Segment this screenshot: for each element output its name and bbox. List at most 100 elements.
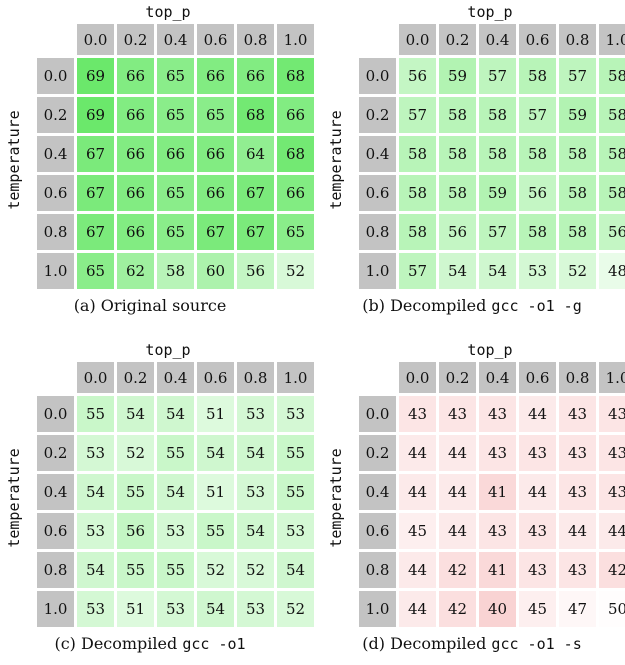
y-tick-label: 0.0 <box>359 396 396 432</box>
heatmap-cell: 53 <box>277 513 314 549</box>
heatmap-cell: 45 <box>519 591 556 627</box>
heatmap-cell: 51 <box>197 396 234 432</box>
heatmap-cell: 67 <box>77 175 114 211</box>
heatmap-cell: 66 <box>157 136 194 172</box>
heatmap-cell: 43 <box>559 396 596 432</box>
x-axis-title: top_p <box>467 341 513 359</box>
heatmap-cell: 43 <box>479 435 516 471</box>
panel-caption: (a) Original source <box>0 296 300 315</box>
heatmap-cell: 53 <box>77 513 114 549</box>
heatmap-cell: 54 <box>157 474 194 510</box>
heatmap-cell: 52 <box>197 552 234 588</box>
x-tick-label: 0.4 <box>157 362 194 393</box>
heatmap-cell: 54 <box>197 591 234 627</box>
x-tick-label: 0.4 <box>479 362 516 393</box>
x-tick-label: 0.0 <box>399 24 436 55</box>
caption-text: (b) Decompiled <box>362 296 492 315</box>
heatmap-cell: 66 <box>237 58 274 94</box>
y-tick-label: 1.0 <box>37 253 74 289</box>
heatmap-grid: 0.0 0.2 0.4 0.6 0.8 1.0 0.0 55 54 54 51 53 53 0.2 53 52… <box>37 362 314 627</box>
heatmap-cell: 59 <box>439 58 476 94</box>
panel-caption: (c) Decompiled gcc -o1 <box>0 634 300 653</box>
heatmap-cell: 43 <box>559 552 596 588</box>
heatmap-cell: 58 <box>399 214 436 250</box>
heatmap-cell: 58 <box>519 58 556 94</box>
heatmap-cell: 67 <box>237 214 274 250</box>
heatmap-cell: 56 <box>599 214 625 250</box>
heatmap-cell: 55 <box>117 552 154 588</box>
heatmap-cell: 43 <box>519 513 556 549</box>
heatmap-cell: 53 <box>157 591 194 627</box>
y-axis-title: temperature <box>327 110 345 210</box>
y-tick-label: 0.6 <box>359 513 396 549</box>
heatmap-cell: 59 <box>479 175 516 211</box>
heatmap-cell: 54 <box>237 435 274 471</box>
heatmap-cell: 65 <box>157 58 194 94</box>
heatmap-cell: 54 <box>277 552 314 588</box>
heatmap-cell: 68 <box>277 58 314 94</box>
heatmap-cell: 58 <box>559 136 596 172</box>
heatmap-cell: 56 <box>117 513 154 549</box>
heatmap-panel-a: top_p temperature 0.0 0.2 0.4 0.6 0.8 1.0 0.0 69 6… <box>0 0 314 325</box>
y-tick-label: 0.4 <box>37 474 74 510</box>
heatmap-cell: 43 <box>559 474 596 510</box>
x-tick-label: 0.0 <box>77 24 114 55</box>
heatmap-cell: 53 <box>237 396 274 432</box>
heatmap-cell: 54 <box>479 253 516 289</box>
heatmap-cell: 66 <box>117 97 154 133</box>
y-tick-label: 0.0 <box>359 58 396 94</box>
heatmap-cell: 64 <box>237 136 274 172</box>
x-tick-label: 0.8 <box>559 24 596 55</box>
heatmap-cell: 55 <box>197 513 234 549</box>
x-tick-label: 1.0 <box>277 24 314 55</box>
heatmap-cell: 53 <box>77 591 114 627</box>
grid-corner <box>359 362 396 393</box>
x-axis-title: top_p <box>467 3 513 21</box>
y-tick-label: 0.2 <box>359 435 396 471</box>
heatmap-cell: 57 <box>399 97 436 133</box>
heatmap-grid: 0.0 0.2 0.4 0.6 0.8 1.0 0.0 56 59 57 58 57 58 0.2 57 58… <box>359 24 625 289</box>
heatmap-cell: 58 <box>599 58 625 94</box>
heatmap-cell: 44 <box>439 474 476 510</box>
y-tick-label: 0.6 <box>359 175 396 211</box>
heatmap-cell: 65 <box>197 97 234 133</box>
y-tick-label: 0.8 <box>359 552 396 588</box>
heatmap-cell: 57 <box>479 58 516 94</box>
heatmap-cell: 58 <box>439 136 476 172</box>
heatmap-cell: 66 <box>197 58 234 94</box>
y-tick-label: 0.4 <box>359 474 396 510</box>
heatmap-cell: 54 <box>77 474 114 510</box>
heatmap-cell: 52 <box>559 253 596 289</box>
heatmap-cell: 51 <box>117 591 154 627</box>
heatmap-panel-d: top_p temperature 0.0 0.2 0.4 0.6 0.8 1.0 0.0 43 4… <box>322 338 625 663</box>
y-tick-label: 0.8 <box>37 214 74 250</box>
heatmap-cell: 54 <box>117 396 154 432</box>
heatmap-cell: 42 <box>439 552 476 588</box>
heatmap-cell: 53 <box>277 396 314 432</box>
heatmap-cell: 58 <box>559 175 596 211</box>
y-axis-title: temperature <box>327 448 345 548</box>
y-tick-label: 1.0 <box>359 253 396 289</box>
heatmap-cell: 58 <box>439 175 476 211</box>
heatmap-cell: 53 <box>519 253 556 289</box>
heatmap-cell: 44 <box>399 435 436 471</box>
x-tick-label: 0.6 <box>519 362 556 393</box>
heatmap-cell: 58 <box>599 136 625 172</box>
y-tick-label: 0.4 <box>37 136 74 172</box>
heatmap-cell: 42 <box>599 552 625 588</box>
caption-text: (d) Decompiled <box>362 634 492 653</box>
heatmap-cell: 58 <box>399 136 436 172</box>
heatmap-cell: 56 <box>237 253 274 289</box>
heatmap-cell: 66 <box>197 136 234 172</box>
caption-code: gcc -o1 -s <box>491 635 582 653</box>
y-tick-label: 1.0 <box>37 591 74 627</box>
heatmap-cell: 68 <box>277 136 314 172</box>
heatmap-cell: 67 <box>197 214 234 250</box>
heatmap-cell: 43 <box>599 474 625 510</box>
heatmap-cell: 52 <box>117 435 154 471</box>
heatmap-cell: 56 <box>519 175 556 211</box>
heatmap-cell: 68 <box>237 97 274 133</box>
x-tick-label: 0.2 <box>439 362 476 393</box>
heatmap-cell: 58 <box>439 97 476 133</box>
y-tick-label: 0.2 <box>37 97 74 133</box>
